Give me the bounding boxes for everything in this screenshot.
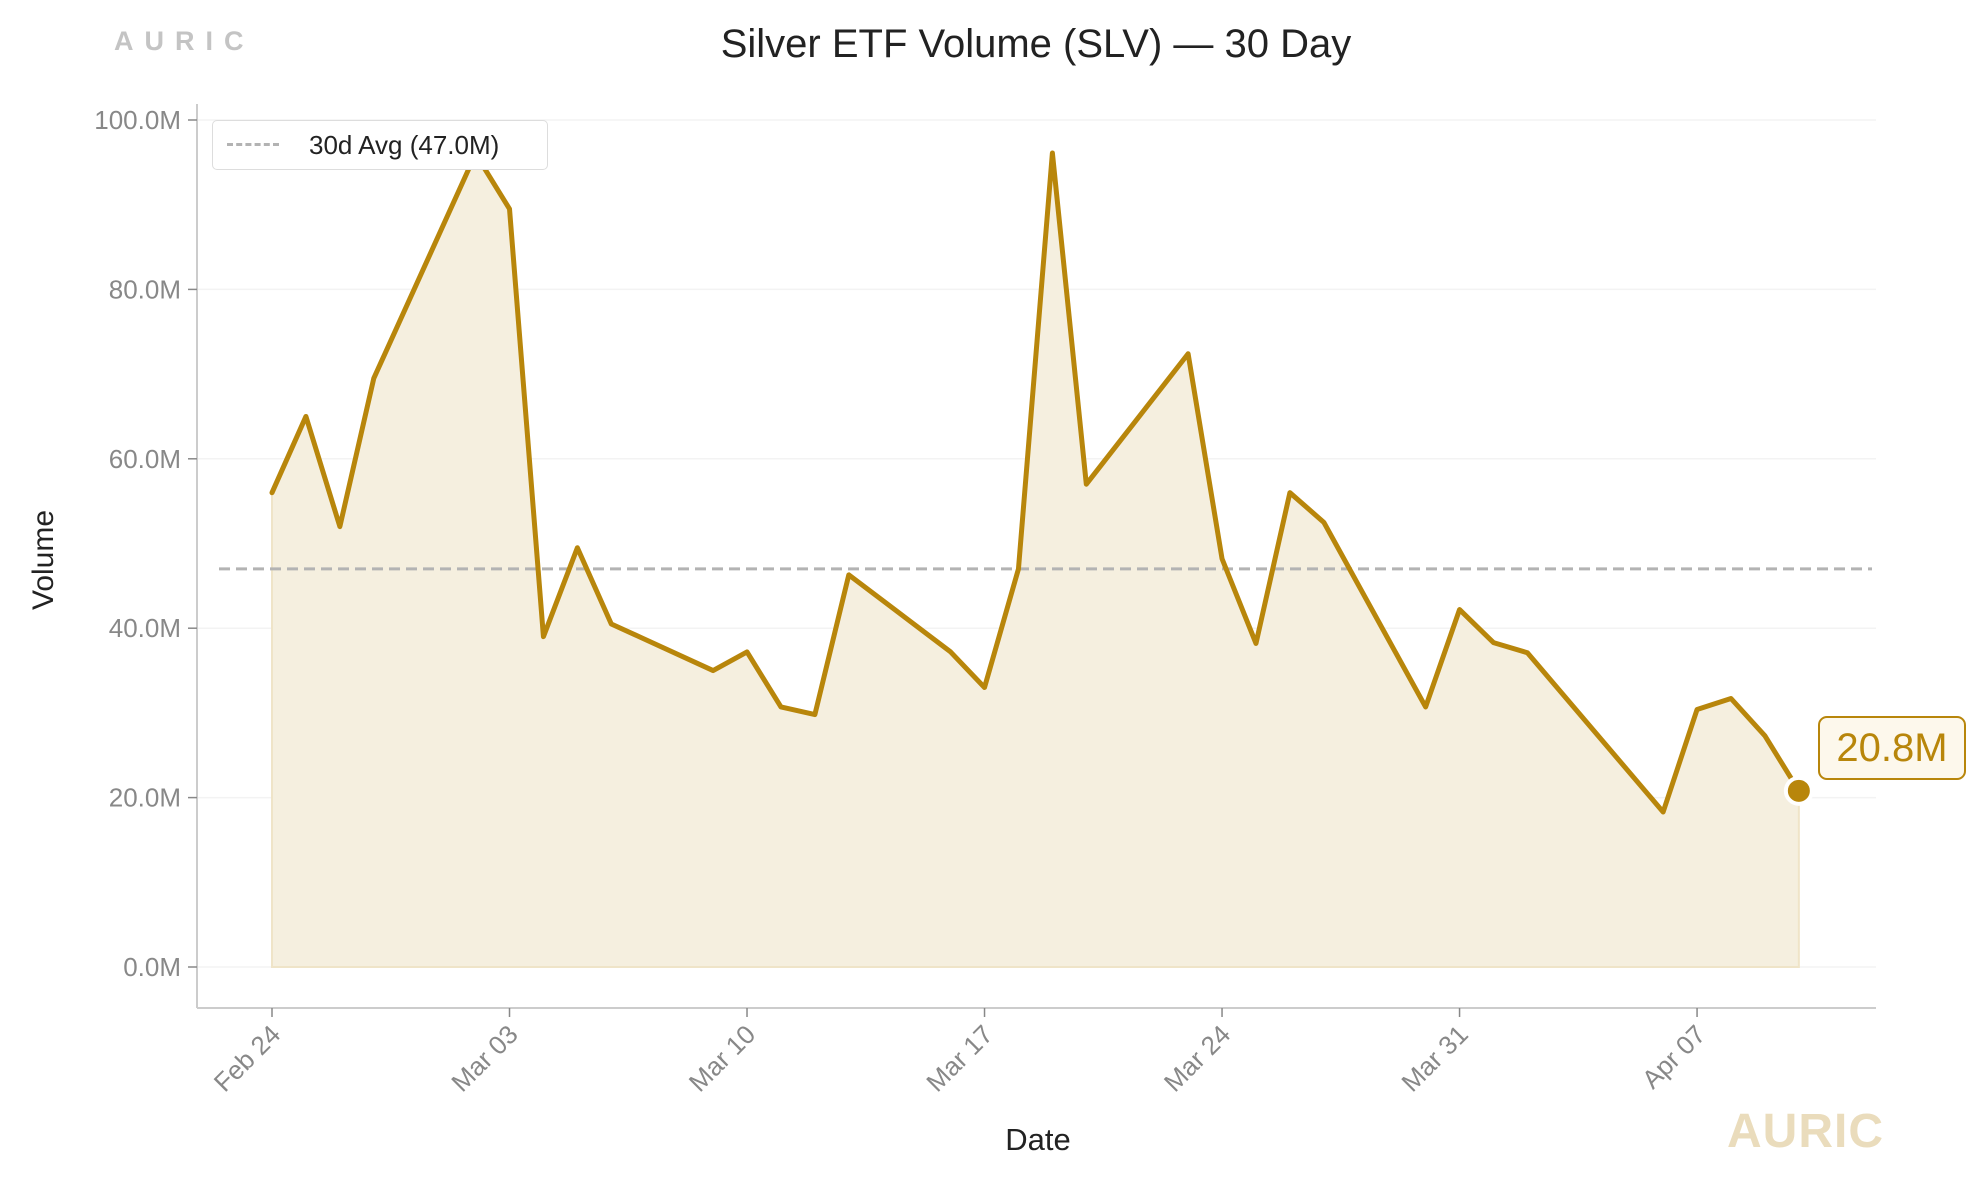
x-tick-label: Apr 07 bbox=[1636, 1019, 1711, 1094]
last-value-marker bbox=[1783, 775, 1814, 806]
x-axis-label: Date bbox=[1005, 1122, 1071, 1157]
brand-watermark-bottom: AURIC bbox=[1727, 1105, 1884, 1158]
x-tick-label: Mar 24 bbox=[1158, 1019, 1236, 1097]
chart-title: Silver ETF Volume (SLV) — 30 Day bbox=[720, 22, 1352, 66]
x-tick-label: Feb 24 bbox=[208, 1019, 286, 1097]
last-value-callout: 20.8M bbox=[1818, 716, 1966, 780]
legend: 30d Avg (47.0M) bbox=[212, 120, 548, 170]
x-tick-label: Mar 10 bbox=[683, 1019, 761, 1097]
y-tick-label: 20.0M bbox=[109, 783, 181, 813]
y-axis-label: Volume bbox=[27, 509, 60, 611]
y-tick-label: 100.0M bbox=[94, 105, 181, 135]
x-tick-label: Mar 31 bbox=[1395, 1019, 1473, 1097]
y-tick-label: 0.0M bbox=[123, 952, 181, 982]
y-axis-ticks: 0.0M 20.0M 40.0M 60.0M 80.0M 100.0M bbox=[94, 105, 197, 982]
volume-series-line bbox=[269, 150, 1802, 815]
x-tick-label: Mar 17 bbox=[920, 1019, 998, 1097]
y-tick-label: 40.0M bbox=[109, 613, 181, 643]
legend-avg-label: 30d Avg (47.0M) bbox=[309, 130, 500, 160]
y-tick-label: 80.0M bbox=[109, 274, 181, 304]
x-tick-label: Mar 03 bbox=[445, 1019, 523, 1097]
brand-watermark-top: AURIC bbox=[114, 26, 255, 56]
x-axis-ticks: Feb 24 Mar 03 Mar 10 Mar 17 Mar 24 Mar 31 Apr … bbox=[208, 1008, 1711, 1097]
volume-area-fill bbox=[271, 151, 1800, 968]
legend-dashed-swatch bbox=[227, 143, 279, 146]
y-tick-label: 60.0M bbox=[109, 444, 181, 474]
axes bbox=[196, 104, 1876, 1009]
